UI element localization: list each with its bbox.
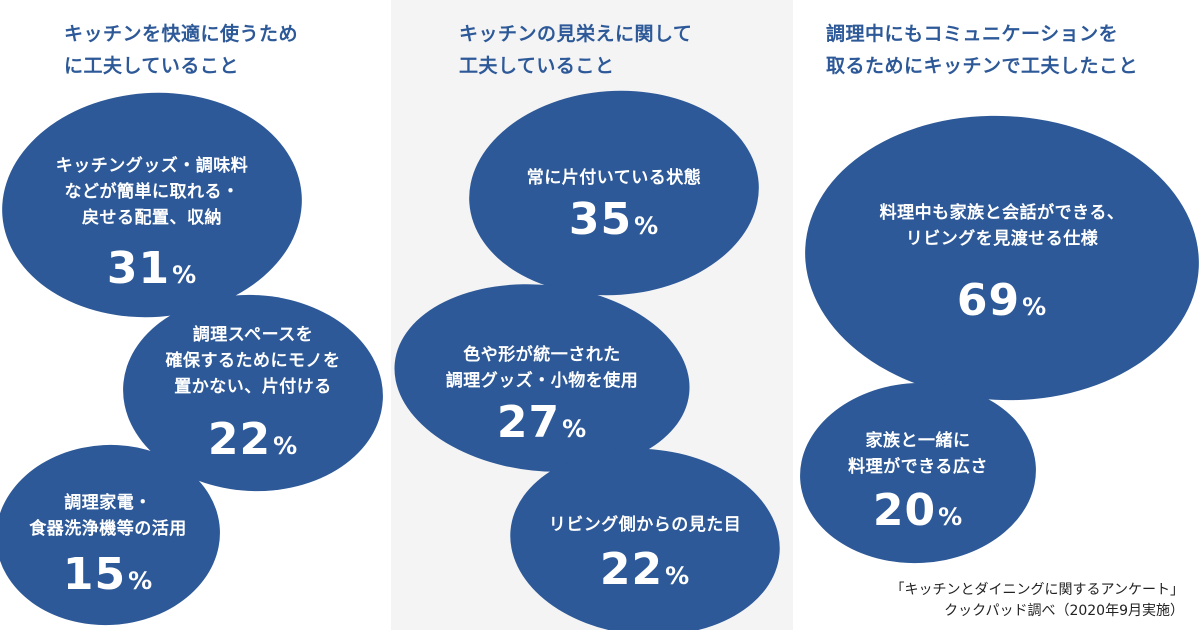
bubble-label: 色や形が統一された 調理グッズ・小物を使用 bbox=[445, 345, 639, 391]
column-title-appearance: キッチンの見栄えに関して 工夫していること bbox=[459, 23, 693, 77]
bubble-value-number: 31 bbox=[106, 243, 171, 294]
bubble-label: リビング側からの見た目 bbox=[548, 515, 742, 535]
bubble bbox=[510, 448, 780, 630]
bubble bbox=[123, 294, 383, 492]
bubble-value: 35% bbox=[469, 195, 759, 251]
column-title-communication: 調理中にもコミュニケーションを 取るためにキッチンで工夫したこと bbox=[826, 23, 1139, 77]
bubble-value-unit: % bbox=[172, 261, 198, 289]
bubble-label: 常に片付いている状態 bbox=[526, 168, 702, 188]
bubble-value: 22% bbox=[510, 545, 780, 601]
bubble-value-number: 15 bbox=[62, 549, 127, 600]
bubble bbox=[394, 284, 690, 472]
bubble-value: 22% bbox=[123, 415, 383, 471]
bubble-label: 調理スペースを 確保するためにモノを 置かない、片付ける bbox=[165, 325, 341, 397]
bubble-value: 27% bbox=[394, 398, 690, 454]
bubble-value: 31% bbox=[2, 244, 302, 300]
bubble-label: キッチングッズ・調味料 などが簡単に取れる・ 戻せる配置、収納 bbox=[55, 156, 249, 228]
bubble-value-number: 69 bbox=[956, 275, 1021, 326]
bubble-value-unit: % bbox=[634, 212, 660, 240]
column-title-comfort: キッチンを快適に使うため に工夫していること bbox=[64, 23, 299, 77]
bubble-value-unit: % bbox=[273, 432, 299, 460]
bubble-value-unit: % bbox=[562, 415, 588, 443]
bubble bbox=[2, 92, 302, 318]
bubble-value-unit: % bbox=[665, 562, 691, 590]
bubble bbox=[469, 90, 759, 296]
bubble-label: 料理中も家族と会話ができる、 リビングを見渡せる仕様 bbox=[879, 203, 1125, 249]
bubble-value: 69% bbox=[805, 276, 1199, 332]
bubble-value-number: 27 bbox=[496, 397, 561, 448]
bubble-value: 20% bbox=[800, 486, 1036, 542]
bubble bbox=[800, 382, 1036, 564]
bubble-value-number: 35 bbox=[568, 194, 633, 245]
bubble-value-number: 20 bbox=[872, 485, 937, 536]
bubble-value-number: 22 bbox=[599, 544, 664, 595]
bubble bbox=[805, 115, 1199, 401]
bubble-label: 調理家電・ 食器洗浄機等の活用 bbox=[29, 493, 187, 539]
bubble-value-unit: % bbox=[1022, 293, 1048, 321]
bubble-value-number: 22 bbox=[207, 414, 272, 465]
bubble-label: 家族と一緒に 料理ができる広さ bbox=[848, 431, 988, 477]
bubble bbox=[0, 444, 220, 626]
bubble-value-unit: % bbox=[128, 567, 154, 595]
bubble-value-unit: % bbox=[938, 503, 964, 531]
bubble-value: 15% bbox=[0, 550, 220, 606]
survey-source-note: 「キッチンとダイニングに関するアンケート」 クックパッド調べ（2020年9月実施… bbox=[890, 582, 1184, 619]
